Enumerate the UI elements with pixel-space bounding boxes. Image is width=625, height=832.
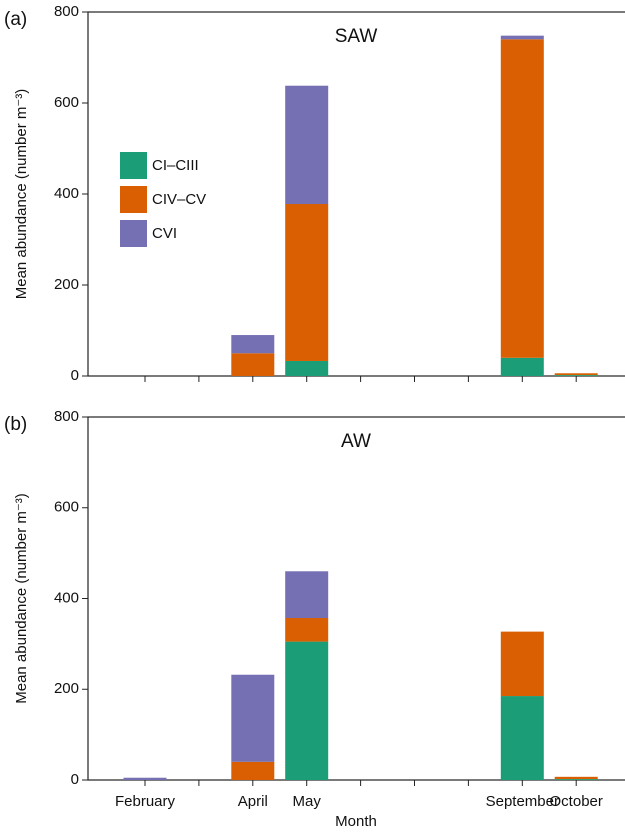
annotation: SAW <box>335 26 378 47</box>
y-axis-label: Mean abundance (number m⁻³) <box>13 493 30 704</box>
bar-segment <box>554 373 598 376</box>
bar-segment <box>554 375 598 376</box>
bar-segment <box>231 353 275 376</box>
x-axis-label: Month <box>335 813 377 830</box>
bar-segment <box>285 360 329 376</box>
bar-segment <box>285 618 329 642</box>
bar-segment <box>500 357 544 376</box>
bar-segment <box>554 779 598 780</box>
y-tick-label: 200 <box>54 276 79 293</box>
x-tick-label: April <box>238 793 268 810</box>
x-tick-label: September <box>486 793 559 810</box>
legend-label: CVI <box>152 225 177 242</box>
legend-label: CI–CIII <box>152 157 199 174</box>
y-axis-label: Mean abundance (number m⁻³) <box>13 89 30 300</box>
x-tick-label: May <box>293 793 322 810</box>
y-tick-label: 800 <box>54 408 79 425</box>
bar-segment <box>285 641 329 780</box>
y-tick-label: 600 <box>54 499 79 516</box>
legend-label: CIV–CV <box>152 191 206 208</box>
plot-frame <box>87 416 625 781</box>
x-tick-label: February <box>115 793 176 810</box>
bar-segment <box>500 39 544 358</box>
bar-segment <box>123 777 167 780</box>
y-tick-label: 0 <box>71 771 79 788</box>
bar-segment <box>231 335 275 354</box>
legend-swatch <box>120 186 147 213</box>
y-tick-label: 400 <box>54 185 79 202</box>
bar-segment <box>500 696 544 780</box>
bar-segment <box>500 35 544 40</box>
bar-segment <box>285 204 329 361</box>
bar-segment <box>231 761 275 780</box>
y-tick-label: 200 <box>54 680 79 697</box>
bar-segment <box>285 571 329 619</box>
bar-segment <box>500 631 544 697</box>
legend-swatch <box>120 152 147 179</box>
y-tick-label: 800 <box>54 3 79 20</box>
bar-segment <box>231 674 275 762</box>
legend-swatch <box>120 220 147 247</box>
panel-label: (b) <box>4 414 27 435</box>
y-tick-label: 400 <box>54 589 79 606</box>
annotation: AW <box>341 431 371 452</box>
bar-segment <box>285 85 329 205</box>
panel-label: (a) <box>4 9 27 30</box>
bar-segment <box>554 776 598 780</box>
y-tick-label: 0 <box>71 367 79 384</box>
x-tick-label: October <box>550 793 603 810</box>
y-tick-label: 600 <box>54 94 79 111</box>
